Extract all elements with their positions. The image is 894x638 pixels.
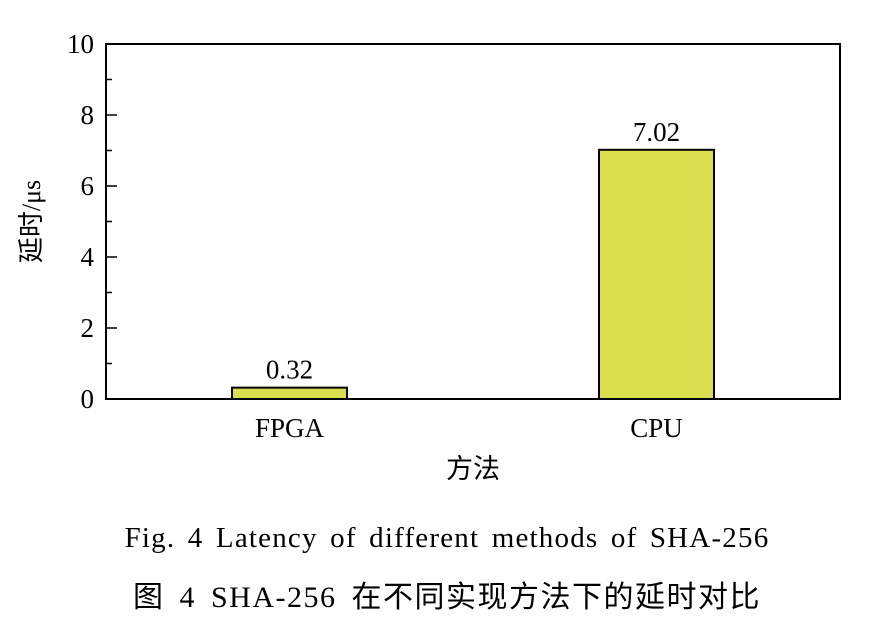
bar-data-labels: 0.32 7.02 <box>266 117 680 385</box>
figure-caption-english: Fig. 4 Latency of different methods of S… <box>124 522 770 554</box>
bar-chart: 0 2 4 6 8 10 0.32 7.02 FPGA CPU 方法 延时/μs <box>17 29 841 484</box>
y-axis-tick-labels: 0 2 4 6 8 10 <box>67 29 95 414</box>
bar-data-label-fpga: 0.32 <box>266 355 313 385</box>
x-axis-title: 方法 <box>446 454 500 484</box>
y-tick-label: 10 <box>67 29 94 59</box>
y-tick-label: 8 <box>81 100 95 130</box>
y-axis-title: 延时/μs <box>17 180 46 263</box>
x-axis-tick-labels: FPGA CPU <box>255 413 683 443</box>
bar-cpu <box>598 148 715 400</box>
x-tick-label-fpga: FPGA <box>255 413 325 443</box>
y-axis-ticks <box>106 43 117 400</box>
y-tick-label: 2 <box>81 313 95 343</box>
bar-fpga <box>231 386 348 401</box>
figure-caption-chinese: 图 4 SHA-256 在不同实现方法下的延时对比 <box>132 581 761 614</box>
y-tick-label: 6 <box>81 171 95 201</box>
y-tick-label: 4 <box>81 242 95 272</box>
plot-area-frame <box>105 43 841 400</box>
y-tick-label: 0 <box>81 384 95 414</box>
x-tick-label-cpu: CPU <box>630 413 683 443</box>
bar-data-label-cpu: 7.02 <box>633 117 680 147</box>
